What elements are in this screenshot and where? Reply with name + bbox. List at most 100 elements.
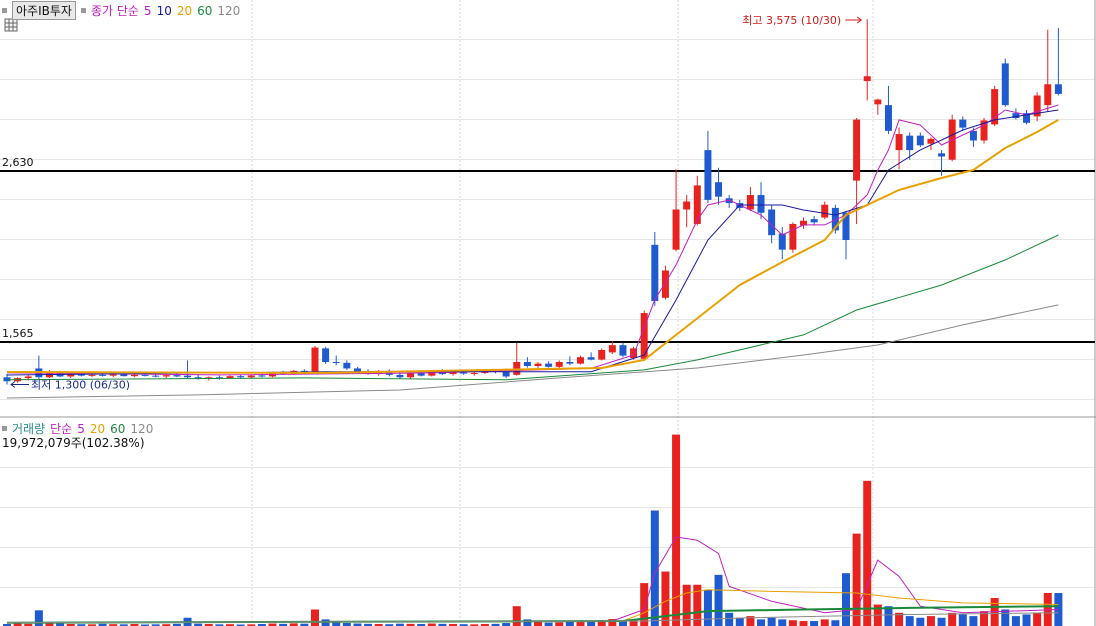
level-label: 2,630 [2,156,34,169]
volume-title: 거래량 [12,422,46,436]
candle-body [831,207,839,231]
candle-body [587,357,595,360]
volume-info: 19,972,079주(102.38%) [2,434,145,451]
volume-bar [13,623,22,626]
legend-entry: 5 [143,3,152,18]
legend-entry: 120 [217,3,241,18]
volume-bar [268,623,277,626]
volume-bar [948,612,957,626]
volume-bar [512,606,521,626]
low-annotation: 최저 1,300 (06/30) [31,378,130,391]
volume-bar [215,624,224,626]
candle-body [980,120,988,141]
volume-bar [523,619,532,626]
volume-bar [332,622,341,626]
candle-body [555,362,563,367]
candle-body [1012,113,1020,118]
candle-body [130,374,138,377]
candle-body [513,362,521,375]
candle-body [470,372,478,374]
volume-bar [650,510,659,626]
volume-bar [735,617,744,626]
volume-bar [608,619,617,626]
volume-bar [480,624,489,626]
volume-legend: 거래량 단순 5 20 60 120 [2,420,153,437]
volume-bar [905,616,914,626]
volume-bar [1011,616,1020,626]
candle-body [757,195,765,213]
candle-body [109,374,117,376]
volume-bar [587,621,596,626]
candle-body [863,76,871,82]
volume-bar [385,624,394,626]
volume-bar [417,624,426,626]
volume-bar [502,623,511,626]
candle-body [311,347,319,373]
ma-line [6,109,1059,376]
candle-body [768,209,776,236]
volume-bar [746,616,755,626]
legend-icon [80,8,86,13]
candle-body [258,375,266,377]
candle-body [428,371,436,376]
volume-bar [395,623,404,626]
volume-bar [629,620,638,626]
volume-bar [459,624,468,626]
ma-label: 종가 단순 [90,4,139,18]
ma-line [6,536,1059,624]
candle-body [460,372,468,374]
volume-bar [565,621,574,626]
volume-bar [831,620,840,626]
legend-entry: 60 [110,421,126,436]
volume-bar [374,624,383,626]
volume-bar [926,616,935,626]
volume-bar [279,623,288,626]
candle-body [141,374,149,376]
volume-bar [863,480,872,626]
volume-bar [661,571,670,626]
stock-name[interactable]: 아주IB투자 [12,1,76,20]
volume-bar [470,624,479,626]
volume-grid [0,428,1095,626]
candle-body [353,368,361,372]
candle-body [576,357,584,364]
volume-bar [438,623,447,626]
volume-bar [672,434,681,626]
candle-body [884,105,892,131]
candle-body [683,201,691,210]
candle-body [1033,95,1041,117]
candle-body [247,375,255,378]
volume-bar [172,623,181,626]
candle-body [874,99,882,105]
volume-bar [576,622,585,626]
candle-body [842,212,850,241]
volume-bar [45,622,54,626]
volume-bar [56,623,65,626]
high-arrow [845,16,863,24]
candle-body [810,219,818,223]
candle-body [725,198,733,204]
candle-body [67,374,75,377]
volume-bar [682,584,691,626]
volume-bar [449,624,458,626]
candle-body [237,376,245,378]
candle-body [1054,84,1062,94]
candle-body [672,209,680,250]
volume-bar [3,624,11,626]
volume-bar [119,624,128,626]
candle-body [640,313,648,359]
legend-entry: 20 [89,421,106,436]
volume-bar [810,621,819,626]
volume-bar [34,610,43,626]
candle-body [991,89,999,125]
high-annotation: 최고 3,575 (10/30) [742,14,841,27]
candle-body [77,374,85,376]
legend-entry: 120 [130,421,154,436]
volume-bar [162,624,171,626]
candle-body [927,138,935,144]
legend-icon [2,8,7,13]
ma-line [6,589,1059,624]
candle-body [800,220,807,226]
